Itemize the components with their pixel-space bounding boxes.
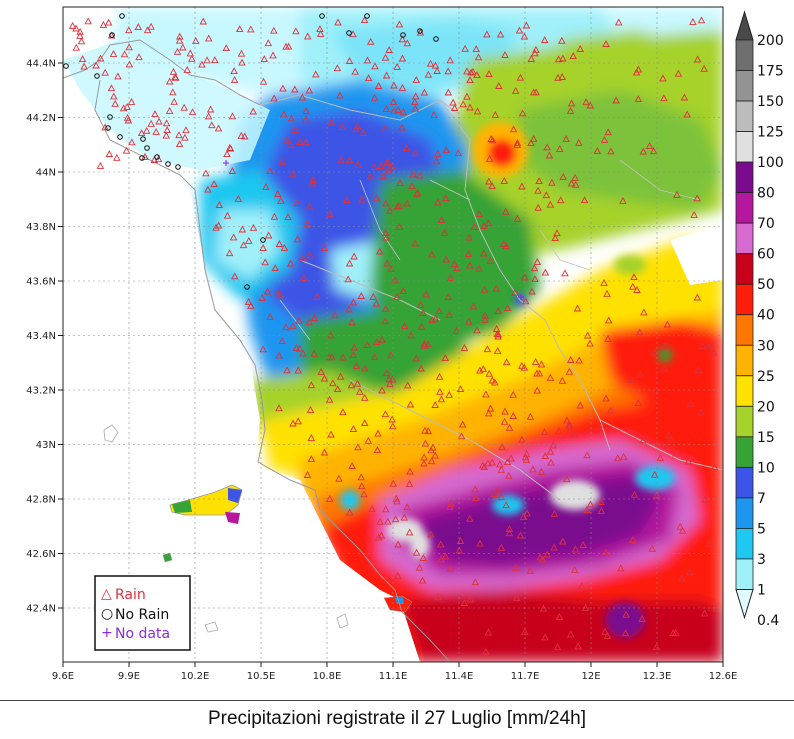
colorbar-label: 175 bbox=[757, 64, 784, 80]
colorbar-cell bbox=[735, 100, 754, 132]
colorbar-cell bbox=[735, 558, 754, 590]
colorbar-cell bbox=[735, 466, 754, 499]
colorbar-label: 125 bbox=[757, 125, 784, 141]
colorbar-label: 3 bbox=[757, 552, 766, 568]
colorbar-label: 25 bbox=[757, 369, 775, 385]
x-tick-label: 12.3E bbox=[643, 671, 672, 682]
x-tick-label: 10.5E bbox=[247, 671, 276, 682]
colorbar: 200 175 150 125 100 80 70 60 50 40 30 25 20 15 10 7 5 3 1 0… bbox=[735, 10, 784, 629]
colorbar-label: 20 bbox=[757, 399, 775, 415]
colorbar-label: 1 bbox=[757, 582, 766, 598]
y-tick-label: 42.6N bbox=[26, 549, 56, 560]
no-rain-stations bbox=[63, 13, 439, 290]
colorbar-cell bbox=[735, 314, 754, 346]
map-caption: Precipitazioni registrate il 27 Luglio [… bbox=[207, 708, 587, 729]
colorbar-cell bbox=[735, 344, 754, 377]
x-tick-label: 9.6E bbox=[52, 671, 74, 682]
x-tick-label: 12E bbox=[581, 671, 600, 682]
x-tick-label: 11.7E bbox=[511, 671, 540, 682]
colorbar-label: 5 bbox=[757, 521, 766, 537]
colorbar-label: 80 bbox=[757, 186, 775, 202]
precip-field bbox=[63, 7, 723, 662]
y-tick-label: 43.8N bbox=[26, 222, 56, 233]
no-rain-symbol-icon: ○ bbox=[101, 606, 113, 622]
x-tick-label: 10.8E bbox=[313, 671, 342, 682]
colorbar-cell bbox=[735, 497, 754, 529]
colorbar-label: 40 bbox=[757, 308, 775, 324]
colorbar-bottom-arrow bbox=[735, 588, 754, 620]
x-tick-label: 11.1E bbox=[379, 671, 408, 682]
caption-divider bbox=[0, 700, 794, 701]
y-tick-label: 43.4N bbox=[26, 331, 56, 342]
y-tick-label: 43.2N bbox=[26, 386, 56, 397]
no-data-symbol-icon: + bbox=[101, 625, 113, 641]
no-data-stations bbox=[223, 160, 524, 300]
x-tick-label: 10.2E bbox=[181, 671, 210, 682]
colorbar-cell bbox=[735, 70, 754, 102]
colorbar-cell bbox=[735, 405, 754, 438]
legend-rain-label: Rain bbox=[115, 587, 146, 603]
colorbar-cell bbox=[735, 253, 754, 285]
x-tick-label: 12.6E bbox=[709, 671, 738, 682]
x-tick-label: 9.9E bbox=[118, 671, 140, 682]
y-tick-label: 44.4N bbox=[26, 59, 56, 70]
colorbar-cell bbox=[735, 375, 754, 407]
latitude-axis: 44.4N 44.2N 44N 43.8N 43.6N 43.4N 43.2N 43N 42.8… bbox=[26, 59, 63, 615]
elba-island bbox=[169, 484, 243, 524]
colorbar-cell bbox=[735, 192, 754, 224]
y-tick-label: 44.2N bbox=[26, 113, 56, 124]
colorbar-cell bbox=[735, 39, 754, 71]
colorbar-label: 60 bbox=[757, 247, 775, 263]
colorbar-cell bbox=[735, 161, 754, 194]
colorbar-top-arrow bbox=[735, 10, 754, 41]
y-tick-label: 44N bbox=[36, 168, 56, 179]
x-tick-label: 11.4E bbox=[445, 671, 474, 682]
y-tick-label: 43.6N bbox=[26, 277, 56, 288]
y-tick-label: 43N bbox=[36, 440, 56, 451]
y-tick-label: 42.4N bbox=[26, 604, 56, 615]
colorbar-label: 200 bbox=[757, 33, 784, 49]
colorbar-cell bbox=[735, 283, 754, 316]
colorbar-label: 30 bbox=[757, 338, 775, 354]
colorbar-label: 0.4 bbox=[757, 613, 779, 629]
colorbar-cell bbox=[735, 528, 754, 560]
legend-no-data-label: No data bbox=[115, 626, 170, 642]
legend-no-rain-label: No Rain bbox=[115, 607, 169, 623]
rain-stations bbox=[68, 16, 719, 655]
colorbar-cell bbox=[735, 131, 754, 163]
longitude-axis: 9.6E 9.9E 10.2E 10.5E 10.8E 11.1E 11.4E 11.7E 12… bbox=[52, 662, 737, 682]
colorbar-label: 15 bbox=[757, 430, 775, 446]
colorbar-label: 100 bbox=[757, 155, 784, 171]
colorbar-cell bbox=[735, 436, 754, 468]
colorbar-label: 70 bbox=[757, 216, 775, 232]
colorbar-cell bbox=[735, 222, 754, 255]
rain-symbol-icon: △ bbox=[101, 586, 112, 602]
colorbar-label: 10 bbox=[757, 460, 775, 476]
colorbar-label: 150 bbox=[757, 94, 784, 110]
colorbar-label: 7 bbox=[757, 491, 766, 507]
colorbar-label: 50 bbox=[757, 277, 775, 293]
station-legend: △ Rain ○ No Rain + No data bbox=[94, 575, 191, 651]
y-tick-label: 42.8N bbox=[26, 495, 56, 506]
